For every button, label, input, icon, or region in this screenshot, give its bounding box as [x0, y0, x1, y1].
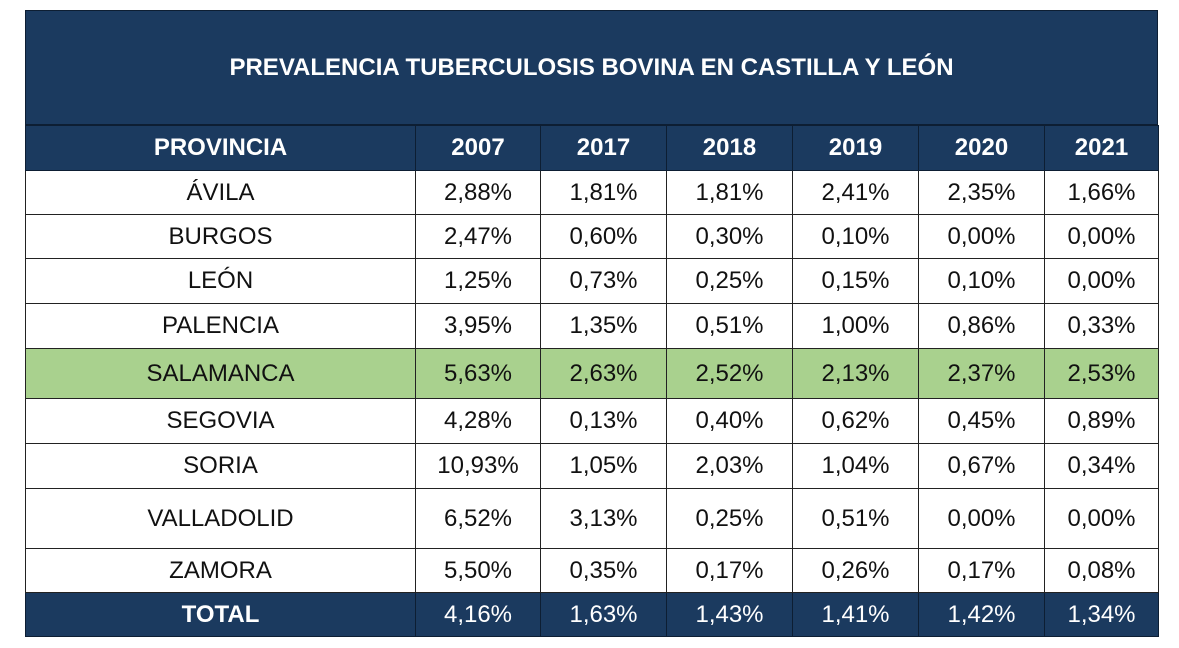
value-cell: 0,00% — [918, 488, 1045, 549]
value-cell: 2,13% — [792, 348, 919, 399]
value-cell: 3,13% — [540, 488, 667, 549]
table-row: SEGOVIA 4,28% 0,13% 0,40% 0,62% 0,45% 0,89% — [25, 398, 1159, 444]
header-year: 2018 — [666, 125, 793, 171]
header-year: 2007 — [415, 125, 541, 171]
table-row: BURGOS 2,47% 0,60% 0,30% 0,10% 0,00% 0,00% — [25, 214, 1159, 259]
province-cell: ÁVILA — [25, 170, 416, 215]
header-row: PROVINCIA 2007 2017 2018 2019 2020 2021 — [25, 125, 1159, 171]
table-row: SORIA 10,93% 1,05% 2,03% 1,04% 0,67% 0,34% — [25, 443, 1159, 489]
province-cell: SALAMANCA — [25, 348, 416, 399]
value-cell: 5,50% — [415, 548, 541, 593]
value-cell: 4,16% — [415, 592, 541, 637]
value-cell: 0,51% — [792, 488, 919, 549]
value-cell: 0,17% — [666, 548, 793, 593]
province-cell: TOTAL — [25, 592, 416, 637]
value-cell: 0,45% — [918, 398, 1045, 444]
value-cell: 2,35% — [918, 170, 1045, 215]
province-cell: BURGOS — [25, 214, 416, 259]
value-cell: 0,25% — [666, 488, 793, 549]
value-cell: 0,13% — [540, 398, 667, 444]
province-cell: SORIA — [25, 443, 416, 489]
total-row: TOTAL 4,16% 1,63% 1,43% 1,41% 1,42% 1,34% — [25, 592, 1159, 637]
value-cell: 2,41% — [792, 170, 919, 215]
value-cell: 0,67% — [918, 443, 1045, 489]
value-cell: 0,26% — [792, 548, 919, 593]
province-cell: ZAMORA — [25, 548, 416, 593]
value-cell: 6,52% — [415, 488, 541, 549]
value-cell: 2,88% — [415, 170, 541, 215]
value-cell: 10,93% — [415, 443, 541, 489]
value-cell: 0,34% — [1044, 443, 1159, 489]
value-cell: 1,63% — [540, 592, 667, 637]
value-cell: 0,00% — [1044, 488, 1159, 549]
value-cell: 0,25% — [666, 258, 793, 304]
value-cell: 0,89% — [1044, 398, 1159, 444]
value-cell: 1,81% — [540, 170, 667, 215]
value-cell: 2,63% — [540, 348, 667, 399]
prevalence-table-container: PREVALENCIA TUBERCULOSIS BOVINA EN CASTI… — [25, 10, 1159, 637]
value-cell: 1,81% — [666, 170, 793, 215]
value-cell: 1,42% — [918, 592, 1045, 637]
value-cell: 2,47% — [415, 214, 541, 259]
value-cell: 0,60% — [540, 214, 667, 259]
value-cell: 0,62% — [792, 398, 919, 444]
value-cell: 1,41% — [792, 592, 919, 637]
table-row: ZAMORA 5,50% 0,35% 0,17% 0,26% 0,17% 0,08% — [25, 548, 1159, 593]
table-row: SALAMANCA 5,63% 2,63% 2,52% 2,13% 2,37% 2,53% — [25, 348, 1159, 399]
value-cell: 2,03% — [666, 443, 793, 489]
value-cell: 0,00% — [1044, 258, 1159, 304]
table-row: VALLADOLID 6,52% 3,13% 0,25% 0,51% 0,00% 0,00% — [25, 488, 1159, 549]
value-cell: 0,73% — [540, 258, 667, 304]
value-cell: 2,53% — [1044, 348, 1159, 399]
value-cell: 4,28% — [415, 398, 541, 444]
value-cell: 0,10% — [918, 258, 1045, 304]
value-cell: 0,00% — [918, 214, 1045, 259]
header-year: 2021 — [1044, 125, 1159, 171]
value-cell: 0,08% — [1044, 548, 1159, 593]
value-cell: 3,95% — [415, 303, 541, 349]
header-year: 2019 — [792, 125, 919, 171]
table-row: LEÓN 1,25% 0,73% 0,25% 0,15% 0,10% 0,00% — [25, 258, 1159, 304]
province-cell: PALENCIA — [25, 303, 416, 349]
province-cell: LEÓN — [25, 258, 416, 304]
header-year: 2017 — [540, 125, 667, 171]
value-cell: 0,00% — [1044, 214, 1159, 259]
value-cell: 2,52% — [666, 348, 793, 399]
value-cell: 1,66% — [1044, 170, 1159, 215]
value-cell: 0,17% — [918, 548, 1045, 593]
value-cell: 0,33% — [1044, 303, 1159, 349]
table-row: ÁVILA 2,88% 1,81% 1,81% 2,41% 2,35% 1,66% — [25, 170, 1159, 215]
value-cell: 0,15% — [792, 258, 919, 304]
value-cell: 1,04% — [792, 443, 919, 489]
value-cell: 1,43% — [666, 592, 793, 637]
prevalence-table: PROVINCIA 2007 2017 2018 2019 2020 2021 … — [25, 125, 1159, 637]
value-cell: 0,35% — [540, 548, 667, 593]
value-cell: 0,40% — [666, 398, 793, 444]
value-cell: 1,05% — [540, 443, 667, 489]
value-cell: 0,51% — [666, 303, 793, 349]
value-cell: 0,30% — [666, 214, 793, 259]
value-cell: 1,25% — [415, 258, 541, 304]
value-cell: 1,34% — [1044, 592, 1159, 637]
value-cell: 1,00% — [792, 303, 919, 349]
table-title: PREVALENCIA TUBERCULOSIS BOVINA EN CASTI… — [25, 10, 1158, 125]
value-cell: 0,10% — [792, 214, 919, 259]
province-cell: VALLADOLID — [25, 488, 416, 549]
value-cell: 5,63% — [415, 348, 541, 399]
table-row: PALENCIA 3,95% 1,35% 0,51% 1,00% 0,86% 0,33% — [25, 303, 1159, 349]
header-year: 2020 — [918, 125, 1045, 171]
province-cell: SEGOVIA — [25, 398, 416, 444]
value-cell: 2,37% — [918, 348, 1045, 399]
value-cell: 0,86% — [918, 303, 1045, 349]
value-cell: 1,35% — [540, 303, 667, 349]
header-provincia: PROVINCIA — [25, 125, 416, 171]
